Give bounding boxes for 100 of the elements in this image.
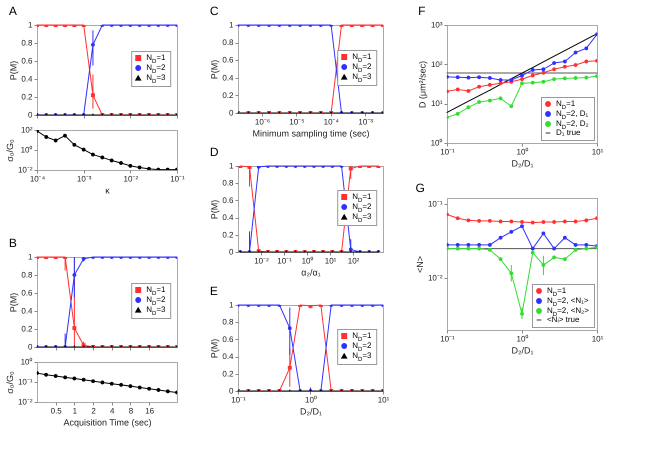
- x-axis-title: κ: [105, 186, 110, 196]
- legend-label: N$_{D}$=1: [547, 286, 567, 298]
- y-tick-label: 0: [28, 342, 34, 352]
- x-tick-label: 10⁻⁶: [254, 118, 270, 126]
- y-axis-title: P(M): [8, 60, 18, 80]
- y-axis-title: <N>: [414, 256, 425, 274]
- legend-label: N$_{D}$=1: [146, 285, 166, 297]
- y-tick-label: 0.4: [222, 73, 234, 82]
- legend-label: N$_{D}$=2: [352, 202, 372, 214]
- y-tick-label: 0.2: [222, 90, 234, 100]
- legend-label: <Nᵢ> true: [547, 315, 580, 324]
- y-tick-label: 0.2: [21, 92, 34, 102]
- y-tick-label: 0.6: [222, 196, 234, 205]
- legend-label: N$_{D}$=3: [352, 351, 372, 363]
- y-axis-title: D (μm²/sec): [418, 60, 428, 108]
- legend-label: N$_{D}$=1: [352, 331, 372, 343]
- y-tick-label: 10¹: [430, 99, 443, 108]
- x-tick-label: 10⁰: [305, 396, 317, 404]
- y-tick-label: 10³: [430, 20, 443, 30]
- y-tick-label: 0.6: [21, 56, 34, 66]
- y-tick-label: 10²: [430, 60, 443, 69]
- x-tick-label: 10⁻³: [76, 174, 92, 184]
- legend-label: N$_{D}$=3: [352, 72, 372, 84]
- y-tick-label: 10⁻²: [18, 166, 33, 174]
- y-axis-title: σ₀/G₀: [4, 138, 15, 162]
- chart-title: F: [418, 4, 426, 18]
- y-tick-label: 0.2: [222, 230, 234, 240]
- y-tick-label: 10⁻¹: [428, 199, 443, 208]
- x-tick-label: 2: [91, 406, 96, 416]
- x-tick-label: 16: [145, 406, 155, 416]
- x-tick-label: 8: [128, 406, 134, 416]
- y-axis-title: P(M): [209, 200, 220, 220]
- x-tick-label: 10⁻¹: [277, 256, 292, 266]
- x-tick-label: 10⁰: [516, 148, 528, 156]
- x-tick-label: 10¹: [592, 334, 604, 344]
- y-tick-label: 0.8: [222, 38, 234, 48]
- y-tick-label: 0.8: [21, 270, 34, 280]
- x-tick-label: 10⁻³: [358, 118, 374, 126]
- x-tick-label: 10¹: [592, 148, 604, 156]
- x-tick-label: 10⁻²: [124, 174, 138, 184]
- legend-label: N$_{D}$=2: [146, 295, 166, 307]
- y-axis-title: σ₀/G₀: [4, 370, 15, 394]
- legend-label: N$_{D}$=1: [352, 52, 372, 64]
- y-tick-label: 10⁻²: [428, 274, 443, 283]
- legend-label: N$_{D}$=1: [556, 99, 576, 111]
- legend-label: N$_{D}$=2, <N₂>: [547, 306, 590, 318]
- x-tick-label: 4: [110, 406, 116, 416]
- x-tick-label: 10⁻⁵: [289, 118, 305, 126]
- y-tick-label: 0.4: [21, 306, 34, 316]
- chart-title: A: [8, 4, 17, 18]
- x-tick-label: 10⁻¹: [440, 334, 456, 344]
- x-axis-title: Minimum sampling time (sec): [252, 128, 370, 138]
- legend-label: D₁ true: [556, 128, 582, 137]
- x-tick-label: 10²: [348, 256, 360, 266]
- x-tick-label: 1: [72, 406, 78, 416]
- y-tick-label: 0: [229, 248, 234, 256]
- y-tick-label: 10⁻¹: [18, 378, 33, 386]
- legend-label: N$_{D}$=3: [352, 212, 372, 224]
- y-tick-label: 0: [28, 110, 34, 120]
- y-axis-title: P(M): [8, 292, 18, 312]
- x-tick-label: 10¹: [324, 256, 337, 266]
- y-tick-label: 0.8: [21, 38, 34, 48]
- x-tick-label: 10¹: [378, 396, 390, 404]
- y-tick-label: 0: [229, 386, 234, 396]
- legend-label: N$_{D}$=2, D₂: [556, 119, 589, 131]
- legend-label: N$_{D}$=2: [352, 341, 372, 353]
- chart-title: E: [210, 284, 218, 298]
- y-tick-label: 0: [229, 108, 234, 118]
- chart-title: C: [210, 4, 219, 18]
- y-tick-label: 0.2: [222, 369, 234, 378]
- y-axis-title: P(M): [209, 60, 220, 80]
- x-tick-label: 10⁰: [302, 256, 314, 266]
- y-tick-label: 1: [229, 162, 234, 170]
- y-tick-label: 0.4: [222, 213, 234, 222]
- legend-label: N$_{D}$=2: [352, 62, 372, 74]
- x-tick-label: 10⁻⁴: [30, 174, 46, 184]
- y-tick-label: 0.2: [21, 324, 34, 334]
- y-tick-label: 0.6: [222, 334, 234, 344]
- x-axis-title: D₂/D₁: [511, 346, 534, 356]
- legend-label: N$_{D}$=1: [146, 53, 166, 65]
- x-tick-label: 10⁻⁴: [324, 118, 340, 126]
- y-axis-title: P(M): [209, 338, 220, 358]
- y-tick-label: 1: [28, 20, 34, 30]
- legend-label: N$_{D}$=3: [146, 305, 166, 317]
- x-axis-title: D₂/D₁: [511, 158, 534, 168]
- legend-label: N$_{D}$=2, <N₁>: [547, 296, 589, 308]
- legend-label: N$_{D}$=1: [352, 192, 372, 204]
- x-axis-title: Acquisition Time (sec): [63, 418, 152, 428]
- x-axis-title: D₂/D₁: [300, 406, 322, 416]
- y-tick-label: 10⁰: [20, 358, 32, 366]
- y-tick-label: 10⁰: [430, 138, 442, 148]
- y-tick-label: 0.4: [21, 74, 34, 84]
- y-tick-label: 1: [229, 300, 234, 310]
- chart-title: G: [415, 181, 425, 195]
- x-axis-title: α₂/α₁: [301, 268, 321, 278]
- x-tick-label: 10⁻¹: [440, 148, 456, 156]
- chart-title: D: [210, 145, 219, 159]
- y-tick-label: 1: [229, 20, 234, 30]
- chart-title: B: [8, 236, 17, 250]
- y-tick-label: 0.6: [21, 288, 34, 298]
